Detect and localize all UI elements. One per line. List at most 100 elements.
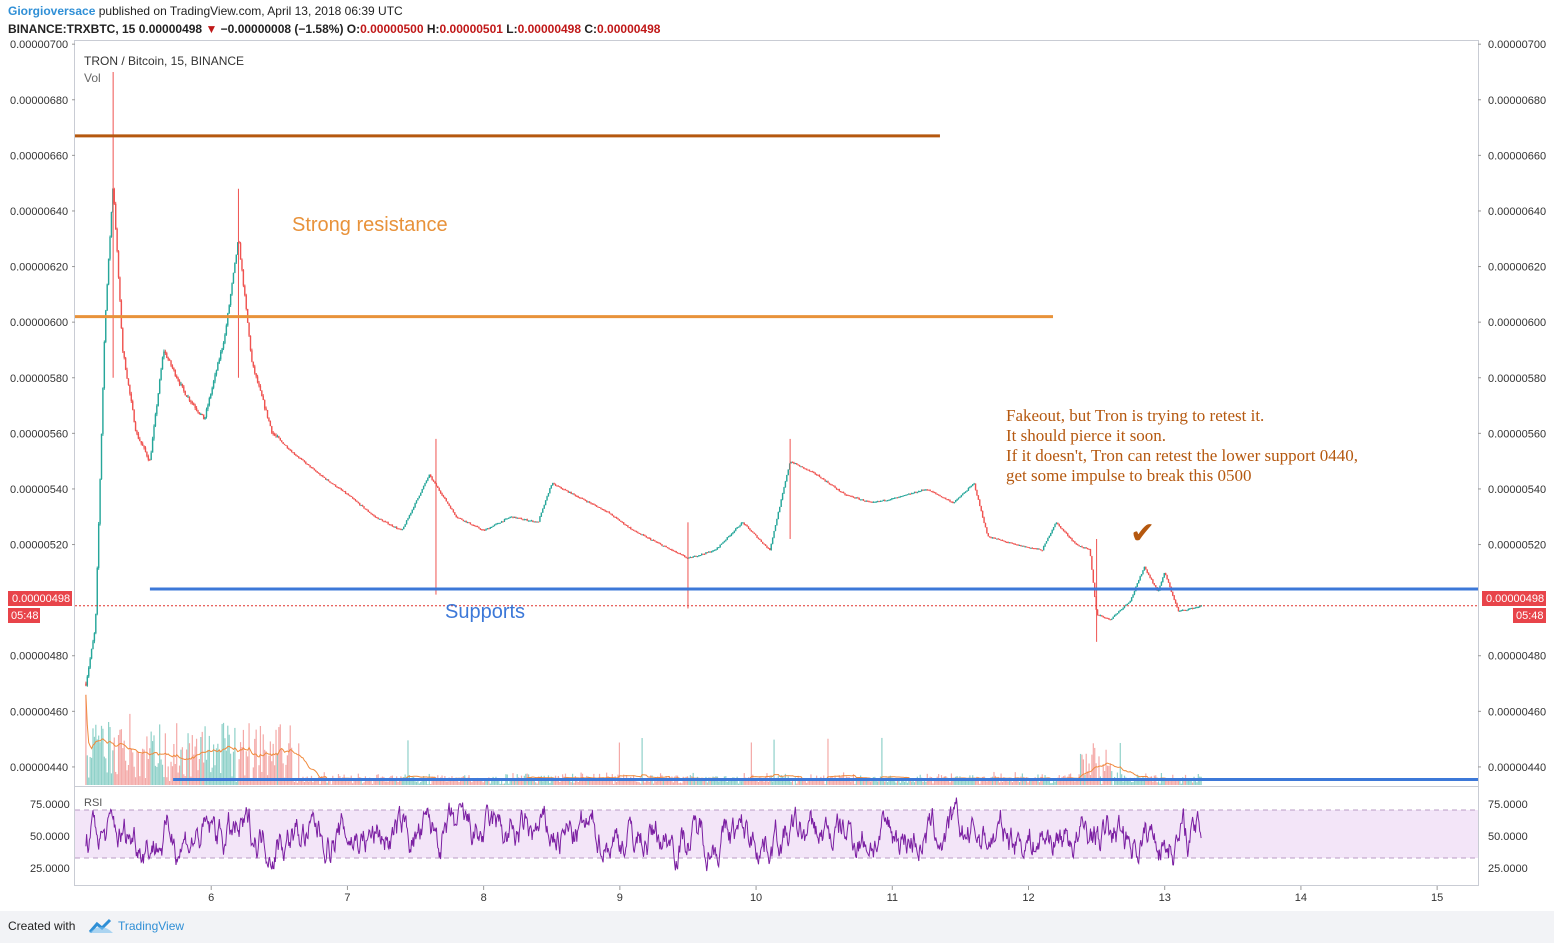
volume-bar: [1071, 779, 1073, 785]
candle-body: [861, 499, 863, 501]
candle-body: [350, 496, 352, 498]
volume-bar: [791, 779, 794, 785]
candle-body: [1013, 543, 1015, 545]
candle-body: [682, 554, 684, 556]
candle-body: [1091, 556, 1093, 570]
volume-bar: [979, 783, 981, 785]
candle-body: [391, 524, 394, 527]
candle-body: [595, 505, 598, 507]
volume-bar: [694, 779, 696, 785]
volume-bar: [120, 729, 122, 785]
volume-bar: [205, 759, 208, 785]
candle-body: [989, 536, 991, 538]
volume-bar: [982, 776, 984, 785]
candle-body: [381, 519, 384, 522]
volume-bar: [1194, 779, 1197, 785]
candle-body: [361, 505, 364, 507]
volume-bar: [93, 736, 96, 785]
volume-bar: [966, 779, 968, 785]
candle-body: [157, 393, 159, 406]
candle-body: [1082, 547, 1085, 549]
volume-bar: [1166, 780, 1168, 785]
candle-body: [327, 479, 330, 482]
volume-bar: [821, 778, 823, 785]
y-tick-label-left: 0.00000620: [10, 262, 68, 274]
candle-body: [998, 538, 1001, 540]
note-text[interactable]: Fakeout, but Tron is trying to retest it…: [1006, 406, 1358, 485]
volume-bar: [442, 780, 445, 785]
resistance-text[interactable]: Strong resistance: [292, 214, 448, 236]
volume-bar: [735, 779, 737, 785]
volume-bar: [278, 727, 280, 785]
time-axis[interactable]: 6 7 8 9 10 11 12 13 14 15: [208, 886, 1443, 904]
volume-bar: [394, 780, 396, 785]
candle-body: [105, 310, 107, 342]
candle-body: [272, 432, 274, 435]
volume-bar: [317, 776, 320, 785]
volume-bar: [655, 781, 657, 785]
volume-bar: [1060, 780, 1062, 785]
candle-body: [627, 525, 629, 528]
candle-body: [1086, 547, 1089, 549]
candle-body: [1088, 548, 1090, 550]
rsi-pane[interactable]: RSI: [75, 797, 1478, 872]
candle-body: [814, 472, 816, 475]
candle-body: [645, 536, 648, 538]
volume-bar: [545, 777, 547, 785]
candle-body: [542, 508, 544, 513]
volume-bar: [447, 781, 449, 785]
candle-body: [478, 526, 480, 529]
tradingview-logo-icon[interactable]: [88, 917, 114, 935]
support-text[interactable]: Supports: [445, 601, 525, 623]
candle-body: [1149, 574, 1151, 579]
volume-bar: [106, 772, 108, 785]
checkmark-icon[interactable]: ✔: [1130, 516, 1155, 551]
candle-body: [871, 501, 873, 503]
candle-body: [201, 413, 203, 415]
volume-bar: [1196, 782, 1198, 785]
candle-body: [532, 520, 534, 522]
volume-bar: [596, 779, 598, 785]
candle-body: [862, 499, 865, 501]
volume-bar: [878, 780, 880, 785]
volume-bar: [767, 781, 769, 785]
volume-bar: [790, 781, 792, 785]
volume-bar: [116, 774, 118, 785]
volume-bar: [1050, 783, 1052, 785]
volume-bar: [163, 777, 165, 785]
candle-body: [343, 491, 345, 493]
volume-bar: [1023, 776, 1025, 785]
candle-body: [1160, 582, 1163, 586]
candle-body: [710, 551, 713, 553]
right-price-axis[interactable]: 0.00000700 0.00000680 0.00000660 0.00000640…: [1478, 40, 1546, 774]
candle-body: [96, 567, 98, 614]
price-chart[interactable]: 0.00000700 0.00000680 0.00000660 0.00000640…: [0, 40, 1554, 911]
volume-bar: [1033, 780, 1035, 785]
volume-bar: [868, 777, 870, 785]
volume-bar: [1024, 779, 1026, 785]
x-tick-label: 9: [617, 892, 623, 904]
volume-bar: [814, 777, 816, 785]
y-tick-label-right: 0.00000600: [1488, 317, 1546, 329]
candle-body: [1112, 616, 1114, 619]
candle-body: [529, 520, 531, 522]
candle-body: [605, 511, 608, 513]
candle-body: [664, 545, 666, 547]
volume-bar: [161, 764, 164, 785]
candle-body: [515, 516, 517, 519]
volume-bar: [763, 781, 765, 785]
candle-body: [1067, 533, 1069, 536]
candle-body: [725, 539, 727, 541]
candle-body: [937, 494, 940, 496]
volume-bar: [762, 778, 764, 785]
candle-body: [1000, 539, 1002, 541]
candle-body: [932, 491, 934, 493]
volume-bar: [188, 743, 191, 785]
annotation-lines[interactable]: [75, 134, 1478, 781]
publisher-name[interactable]: Giorgioversace: [8, 4, 96, 18]
volume-bar: [750, 742, 752, 785]
left-price-axis[interactable]: 0.00000700 0.00000680 0.00000660 0.00000640…: [10, 40, 75, 774]
volume-bar: [569, 777, 571, 785]
tradingview-brand-link[interactable]: TradingView: [118, 919, 185, 933]
candle-body: [957, 498, 960, 500]
